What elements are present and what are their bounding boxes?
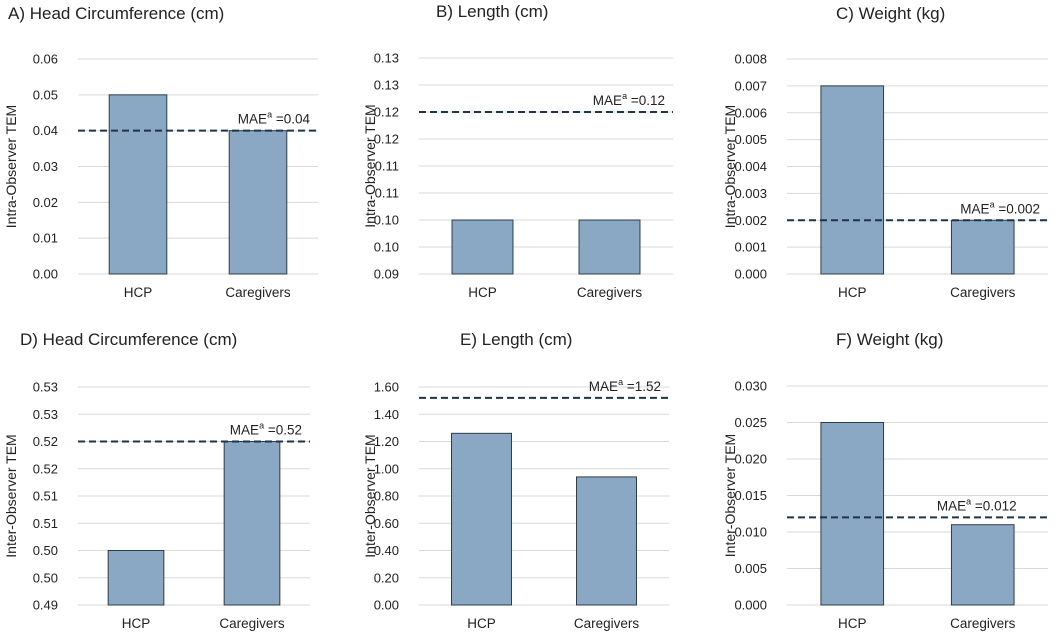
y-tick-label: 0.06 — [33, 52, 58, 67]
y-tick-label: 0.50 — [33, 570, 58, 585]
y-tick-label: 0.006 — [734, 105, 767, 120]
y-tick-label: 0.10 — [374, 240, 399, 255]
bar-caregivers — [950, 524, 1015, 606]
chart-title-e: E) Length (cm) — [460, 330, 572, 349]
y-tick-label: 0.000 — [734, 267, 767, 282]
bar-hcp — [451, 432, 512, 606]
bar-hcp — [820, 85, 885, 275]
bar-hcp — [107, 550, 165, 606]
y-tick-label: 0.003 — [734, 186, 767, 201]
chart-panel-b: B) Length (cm) 0.09 0.10 0.10 0.11 0.11 0.12 0.… — [362, 2, 673, 300]
bar-caregivers — [578, 219, 641, 275]
y-tick-label: 0.10 — [374, 213, 399, 228]
chart-title-d: D) Head Circumference (cm) — [20, 330, 237, 349]
y-tick-label: 0.007 — [734, 78, 767, 93]
x-tick-label: Caregivers — [225, 285, 291, 300]
bar-hcp — [108, 94, 168, 275]
y-tick-label: 0.49 — [33, 598, 58, 613]
mae-label: MAEa =0.012 — [937, 496, 1017, 513]
y-tick-label: 0.12 — [374, 105, 399, 120]
y-tick-label: 0.05 — [33, 87, 58, 102]
y-tick-label: 0.010 — [734, 525, 767, 540]
x-tick-label: Caregivers — [577, 285, 643, 300]
y-tick-label: 0.13 — [374, 51, 399, 66]
x-tick-label: HCP — [467, 616, 496, 631]
x-tick-label: HCP — [124, 285, 153, 300]
x-tick-label: Caregivers — [574, 616, 640, 631]
y-tick-label: 0.004 — [734, 159, 767, 174]
y-tick-label: 0.00 — [374, 598, 399, 613]
chart-panel-a: A) Head Circumference (cm) 0.00 0.01 0.02 0.… — [3, 4, 318, 300]
chart-title-a: A) Head Circumference (cm) — [8, 4, 224, 23]
y-tick-label: 0.03 — [33, 159, 58, 174]
y-tick-label: 1.00 — [374, 461, 399, 476]
x-tick-label: HCP — [122, 616, 151, 631]
y-tick-label: 0.52 — [33, 434, 58, 449]
y-axis-label-d: Inter-Observer TEM — [3, 434, 19, 557]
y-tick-label: 0.50 — [33, 543, 58, 558]
mae-label: MAEa =0.52 — [230, 421, 302, 438]
y-tick-label: 0.000 — [734, 598, 767, 613]
y-tick-label: 0.030 — [734, 379, 767, 394]
y-tick-label: 0.40 — [374, 543, 399, 558]
y-tick-label: 1.40 — [374, 407, 399, 422]
y-axis-label-b: Intra-Observer TEM — [362, 104, 378, 227]
mae-label: MAEa =0.04 — [238, 110, 311, 127]
y-tick-label: 0.04 — [33, 123, 58, 138]
y-tick-label: 0.52 — [33, 461, 58, 476]
x-tick-label: HCP — [838, 285, 867, 300]
y-tick-label: 0.80 — [374, 489, 399, 504]
y-tick-label: 0.51 — [33, 516, 58, 531]
bar-caregivers — [950, 219, 1015, 275]
chart-panel-d: D) Head Circumference (cm) 0.49 0.50 0.50 0.… — [3, 330, 310, 631]
bar-caregivers — [228, 130, 288, 275]
y-tick-label: 0.53 — [33, 407, 58, 422]
chart-title-c: C) Weight (kg) — [836, 4, 945, 23]
y-tick-label: 0.00 — [33, 267, 58, 282]
x-tick-label: Caregivers — [950, 616, 1016, 631]
mae-label: MAEa =0.002 — [960, 199, 1040, 216]
y-tick-label: 0.53 — [33, 380, 58, 395]
chart-panel-e: E) Length (cm) 0.00 0.20 0.40 0.60 0.80 1.00 1.… — [362, 330, 669, 631]
y-tick-label: 0.09 — [374, 267, 399, 282]
y-tick-label: 0.005 — [734, 561, 767, 576]
y-tick-label: 1.20 — [374, 434, 399, 449]
chart-panel-c: C) Weight (kg) 0.000 0.001 0.002 0.003 0.004 0… — [722, 4, 1048, 300]
y-axis-label-e: Inter-Observer TEM — [362, 434, 378, 557]
y-tick-label: 0.008 — [734, 52, 767, 67]
y-tick-label: 0.60 — [374, 516, 399, 531]
y-tick-label: 0.002 — [734, 213, 767, 228]
chart-title-b: B) Length (cm) — [436, 2, 548, 21]
y-tick-label: 0.02 — [33, 195, 58, 210]
y-tick-label: 0.020 — [734, 452, 767, 467]
y-tick-label: 0.13 — [374, 78, 399, 93]
y-tick-label: 0.005 — [734, 132, 767, 147]
x-tick-label: Caregivers — [219, 616, 285, 631]
bar-hcp — [820, 422, 885, 606]
y-tick-label: 0.11 — [375, 186, 399, 201]
y-axis-label-c: Intra-Observer TEM — [722, 105, 738, 228]
mae-label: MAEa =0.12 — [593, 91, 665, 108]
y-axis-label-a: Intra-Observer TEM — [3, 105, 19, 228]
y-tick-label: 0.11 — [375, 159, 399, 174]
y-tick-label: 0.015 — [734, 488, 767, 503]
y-axis-label-f: Inter-Observer TEM — [722, 434, 738, 557]
x-tick-label: HCP — [838, 616, 867, 631]
chart-panel-f: F) Weight (kg) 0.000 0.005 0.010 0.015 0.020 0… — [722, 330, 1048, 631]
y-tick-label: 0.025 — [734, 415, 767, 430]
chart-title-f: F) Weight (kg) — [836, 330, 943, 349]
x-tick-label: HCP — [468, 285, 497, 300]
bar-hcp — [451, 219, 514, 275]
bar-caregivers — [576, 476, 637, 606]
y-tick-label: 0.001 — [734, 240, 767, 255]
y-tick-label: 0.12 — [374, 132, 399, 147]
bar-caregivers — [223, 441, 281, 606]
x-tick-label: Caregivers — [950, 285, 1016, 300]
y-tick-label: 1.60 — [374, 380, 399, 395]
y-tick-label: 0.01 — [33, 231, 58, 246]
y-tick-label: 0.20 — [374, 570, 399, 585]
y-tick-label: 0.51 — [33, 489, 58, 504]
mae-label: MAEa =1.52 — [589, 377, 661, 394]
